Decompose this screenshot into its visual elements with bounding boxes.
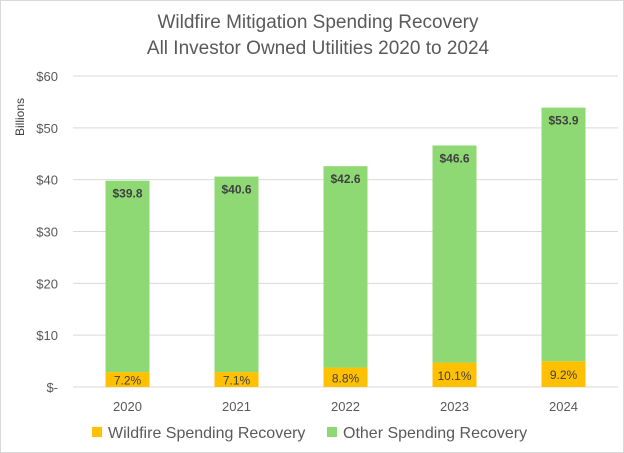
total-label: $40.6 [221, 183, 251, 197]
total-label: $42.6 [330, 172, 360, 186]
y-tick-label: $10 [36, 328, 58, 343]
bar-wildfire [541, 361, 586, 387]
bar-other [432, 145, 477, 363]
bar-other [214, 176, 259, 373]
x-tick-label: 2022 [331, 399, 360, 414]
legend-swatch [327, 427, 337, 437]
x-tick-label: 2020 [113, 399, 142, 414]
chart-title: Wildfire Mitigation Spending Recovery [157, 12, 479, 33]
y-tick-label: $50 [36, 121, 58, 136]
x-tick-label: 2024 [549, 399, 578, 414]
legend: Wildfire Spending Recovery Other Spending… [92, 425, 527, 442]
legend-swatch [92, 427, 102, 437]
bar-other [323, 166, 368, 368]
legend-label: Other Spending Recovery [343, 425, 527, 442]
y-tick-label: $30 [36, 225, 58, 240]
wildfire-pct-label: 9.2% [550, 368, 578, 382]
total-label: $46.6 [439, 151, 469, 165]
bar-other [541, 107, 586, 362]
wildfire-pct-label: 7.1% [223, 374, 251, 388]
wildfire-pct-label: 10.1% [437, 369, 471, 383]
bar-wildfire [323, 367, 368, 387]
bar-wildfire [214, 372, 259, 387]
total-label: $53.9 [548, 114, 578, 128]
chart-subtitle: All Investor Owned Utilities 2020 to 202… [147, 38, 490, 59]
y-tick-label: $60 [36, 69, 58, 84]
bar-wildfire [432, 362, 477, 387]
bar-wildfire [105, 372, 150, 387]
total-label: $39.8 [112, 187, 142, 201]
bar-other [105, 180, 150, 373]
y-tick-label: $20 [36, 276, 58, 291]
y-tick-label: $- [46, 380, 58, 395]
wildfire-pct-label: 7.2% [114, 374, 142, 388]
x-tick-label: 2021 [222, 399, 251, 414]
wildfire-pct-label: 8.8% [332, 371, 360, 385]
y-tick-label: $40 [36, 173, 58, 188]
legend-label: Wildfire Spending Recovery [108, 425, 305, 442]
x-tick-label: 2023 [440, 399, 469, 414]
y-axis-label: Billions [13, 98, 27, 136]
